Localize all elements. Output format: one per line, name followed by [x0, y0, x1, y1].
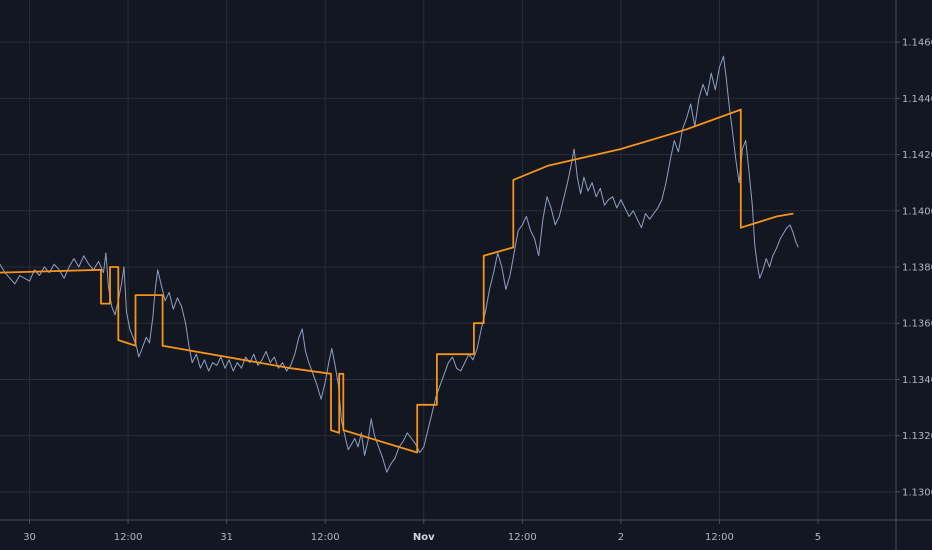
y-tick-label: 1.13000: [902, 487, 932, 498]
x-axis-ticks: 30 12:00 31 12:00 Nov 12:00 2 12:00 5: [23, 520, 821, 543]
x-tick-label: Nov: [413, 532, 435, 543]
x-tick-label: 12:00: [114, 532, 143, 543]
y-tick-label: 1.14600: [902, 38, 932, 49]
y-tick-label: 1.13200: [902, 431, 932, 442]
y-axis-ticks: 1.14600 1.14400 1.14200 1.14000 1.13800 1.136…: [896, 38, 932, 498]
x-tick-label: 5: [815, 532, 821, 543]
x-tick-label: 30: [23, 532, 36, 543]
y-tick-label: 1.14400: [902, 94, 932, 105]
price-line: [0, 55, 799, 473]
y-tick-label: 1.13800: [902, 263, 932, 274]
x-tick-label: 31: [220, 532, 233, 543]
grid-layer: [0, 0, 896, 520]
x-tick-label: 12:00: [705, 532, 734, 543]
x-tick-label: 12:00: [311, 532, 340, 543]
series-layer: [0, 55, 799, 473]
y-tick-label: 1.14200: [902, 150, 932, 161]
band-line: [0, 108, 794, 454]
y-tick-label: 1.13600: [902, 319, 932, 330]
y-tick-label: 1.14000: [902, 206, 932, 217]
x-tick-label: 12:00: [508, 532, 537, 543]
y-tick-label: 1.13400: [902, 375, 932, 386]
x-tick-label: 2: [618, 532, 624, 543]
